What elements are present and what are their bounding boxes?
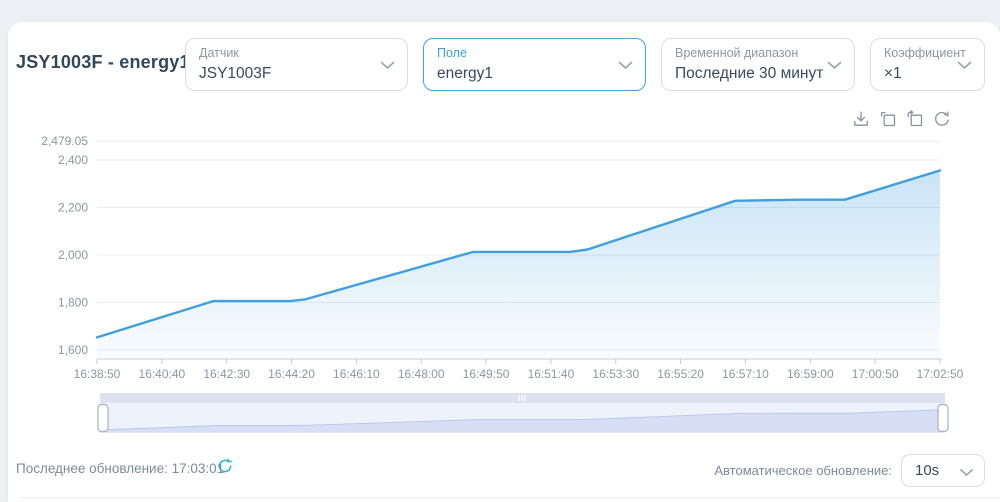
chevron-down-icon [960,469,973,477]
select-label: Поле [437,46,467,60]
select-coefficient[interactable]: Коэффициент ×1 [870,38,985,91]
auto-refresh-select[interactable]: 10s [901,454,985,487]
time-range-brush [97,393,949,433]
chart-plot-area[interactable] [97,140,940,359]
brush-right-handle[interactable] [937,403,949,433]
select-label: Коэффициент [884,46,966,60]
chevron-down-icon [380,61,395,69]
refresh-icon[interactable] [217,458,233,474]
brush-move-handle[interactable] [100,393,945,403]
brush-track[interactable] [100,403,945,433]
restore-icon[interactable] [933,110,951,128]
select-sensor[interactable]: Датчик JSY1003F [185,38,408,91]
brush-left-handle[interactable] [97,403,109,433]
auto-refresh-label: Автоматическое обновление: [714,463,892,478]
last-update-time: 17:03:01 [171,461,225,476]
last-update-text: Последнее обновление: 17:03:01 [16,461,224,476]
select-label: Датчик [199,46,239,60]
zoom-select-icon[interactable] [879,110,897,128]
select-value: ×1 [884,64,902,82]
chevron-down-icon [618,61,633,69]
section-divider [20,497,1000,498]
auto-refresh-value: 10s [915,462,940,479]
last-update-label: Последнее обновление: [16,461,172,476]
chevron-down-icon [957,61,972,69]
select-label: Временной диапазон [675,46,799,60]
select-value: Последние 30 минут [675,64,824,82]
download-icon[interactable] [852,110,870,128]
select-value: JSY1003F [199,64,272,82]
select-value: energy1 [437,64,494,82]
chevron-down-icon [827,61,842,69]
select-field[interactable]: Поле energy1 [423,38,646,91]
zoom-reset-icon[interactable] [906,110,924,128]
page-title: JSY1003F - energy1 [16,52,190,72]
select-time-range[interactable]: Временной диапазон Последние 30 минут [661,38,855,91]
chart-toolbar [852,110,951,128]
